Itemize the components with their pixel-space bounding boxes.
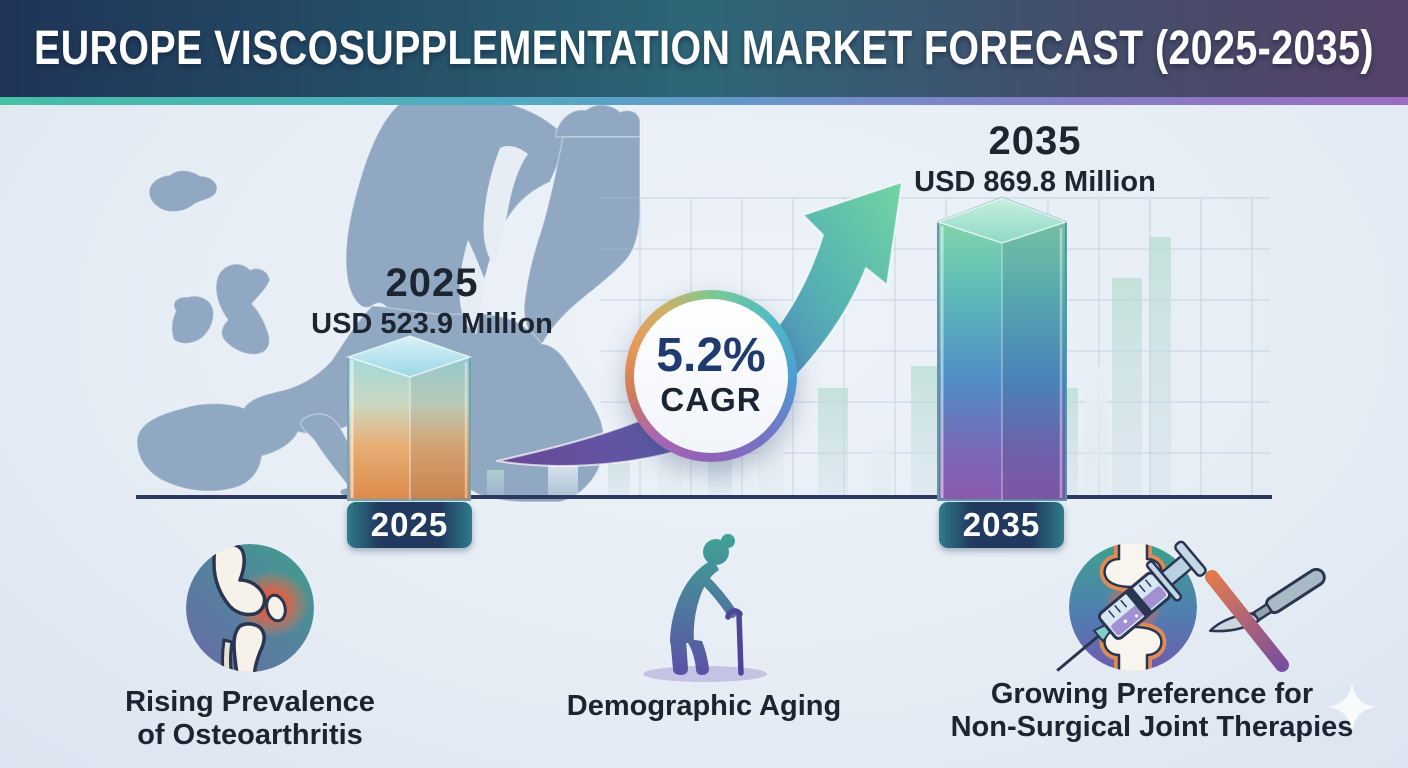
year-2035-text: 2035 (988, 119, 1082, 163)
map-sea-notches (459, 146, 528, 334)
elderly-person-icon (643, 534, 767, 682)
driver-caption-demographic-aging: Demographic Aging (524, 690, 884, 723)
bar-2035 (935, 196, 1069, 501)
value-label-2025: 2025 USD 523.9 Million (282, 263, 582, 341)
cagr-label: CAGR (660, 380, 762, 418)
no-surgery-cross-icon (1205, 570, 1289, 672)
background-bars (487, 237, 1171, 496)
driver-caption-osteoarthritis: Rising Prevalence of Osteoarthritis (90, 686, 410, 753)
header-banner: EUROPE VISCOSUPPLEMENTATION MARKET FOREC… (0, 0, 1408, 97)
accent-strip (0, 97, 1408, 105)
x-axis-tick-2035: 2035 (939, 502, 1064, 548)
baseline-axis (136, 495, 1272, 499)
syringe-over-scalpel-icon (1056, 540, 1326, 672)
x-axis-tick-2025: 2025 (347, 502, 472, 548)
caption-line: Demographic Aging (566, 690, 842, 722)
value-2025-text: USD 523.9 Million (311, 308, 553, 340)
knee-joint-icon (186, 544, 314, 672)
caption-line: Growing Preference for (990, 678, 1314, 710)
year-2025-text: 2025 (385, 261, 479, 305)
cagr-badge-inner: 5.2% CAGR (634, 299, 788, 453)
caption-line: of Osteoarthritis (137, 719, 363, 752)
value-label-2035: 2035 USD 869.8 Million (880, 121, 1190, 199)
value-2035-text: USD 869.8 Million (914, 166, 1156, 198)
sparkle-icon (1328, 683, 1376, 731)
caption-line: Non-Surgical Joint Therapies (950, 711, 1354, 744)
cagr-badge: 5.2% CAGR (625, 290, 797, 462)
cagr-value: 5.2% (656, 329, 766, 383)
caption-line: Rising Prevalence (125, 686, 375, 718)
page-title: EUROPE VISCOSUPPLEMENTATION MARKET FOREC… (34, 22, 1374, 75)
syringe-icon (1056, 540, 1207, 672)
bar-2025 (345, 334, 473, 501)
driver-caption-non-surgical: Growing Preference for Non-Surgical Join… (932, 678, 1372, 745)
